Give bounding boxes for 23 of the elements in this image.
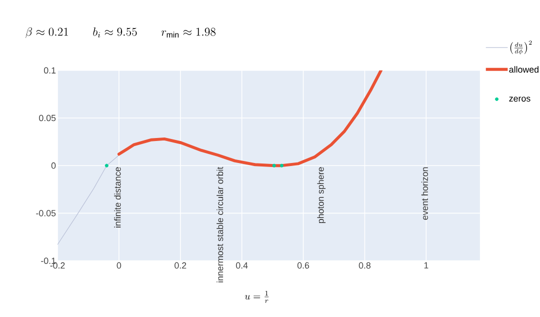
y-tick-label: 0.1 [44,67,56,74]
x-tick-label: 0.8 [358,262,371,268]
x-tick-label: 0.6 [297,262,310,268]
x-tick-label: 1 [424,262,428,268]
legend-label: zeros [509,96,530,102]
y-tick-label: 0.05 [39,114,56,122]
y-tick-label: 0 [51,162,56,169]
annotation: event horizon [421,167,428,220]
x-tick-label: 0.4 [236,262,248,268]
annotation: innermost stable circular orbit [216,166,224,282]
legend-label: allowed [509,66,538,73]
x-tick-label: -0.2 [50,262,65,268]
y-tick-label: -0.1 [41,257,56,264]
legend-label: $\left(\frac{du}{d\phi}\right)^2$ [510,40,532,54]
y-tick-label: -0.05 [36,210,56,216]
line-series [117,70,382,167]
x-axis-title: $u = \frac{1}{r}$ [244,290,269,303]
x-tick-label: 0.2 [174,262,186,268]
annotation: infinite distance [114,167,121,228]
annotation: photon sphere [317,167,326,223]
line-series [58,154,120,245]
chart-title: $\beta \approx 0.21 \qquad b_i \approx 9.55 \qquad r_{\min} \approx 1.98$ [26,27,216,38]
x-tick-label: 0 [116,262,122,268]
